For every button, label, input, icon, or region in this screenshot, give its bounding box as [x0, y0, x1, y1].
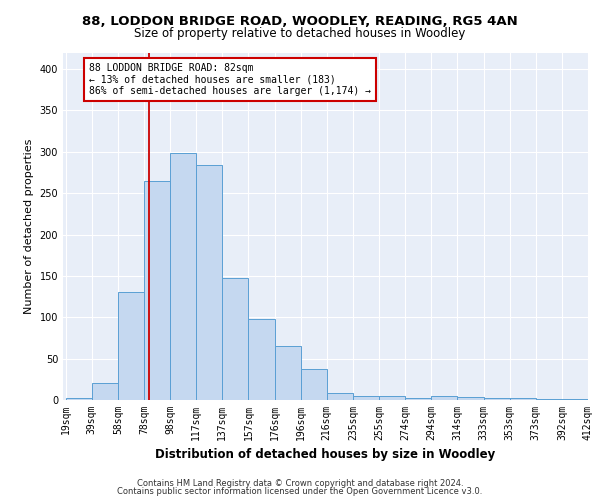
Y-axis label: Number of detached properties: Number of detached properties — [24, 138, 34, 314]
Bar — [223, 278, 248, 400]
Text: Contains HM Land Registry data © Crown copyright and database right 2024.: Contains HM Land Registry data © Crown c… — [137, 478, 463, 488]
Text: Contains public sector information licensed under the Open Government Licence v3: Contains public sector information licen… — [118, 487, 482, 496]
Bar — [405, 398, 431, 400]
Bar — [379, 396, 405, 400]
Bar — [484, 398, 509, 400]
Bar — [509, 398, 536, 400]
Bar — [457, 396, 484, 400]
X-axis label: Distribution of detached houses by size in Woodley: Distribution of detached houses by size … — [155, 448, 496, 462]
Bar — [248, 319, 275, 400]
Bar — [170, 154, 196, 400]
Bar — [536, 399, 562, 400]
Bar — [92, 384, 118, 400]
Bar — [196, 165, 223, 400]
Text: 88, LODDON BRIDGE ROAD, WOODLEY, READING, RG5 4AN: 88, LODDON BRIDGE ROAD, WOODLEY, READING… — [82, 15, 518, 28]
Bar — [431, 396, 457, 400]
Bar — [301, 368, 327, 400]
Bar — [144, 180, 170, 400]
Bar — [327, 392, 353, 400]
Bar — [275, 346, 301, 400]
Bar — [353, 396, 379, 400]
Bar — [118, 292, 144, 400]
Text: 88 LODDON BRIDGE ROAD: 82sqm
← 13% of detached houses are smaller (183)
86% of s: 88 LODDON BRIDGE ROAD: 82sqm ← 13% of de… — [89, 63, 371, 96]
Text: Size of property relative to detached houses in Woodley: Size of property relative to detached ho… — [134, 28, 466, 40]
Bar — [562, 399, 588, 400]
Bar — [65, 398, 92, 400]
